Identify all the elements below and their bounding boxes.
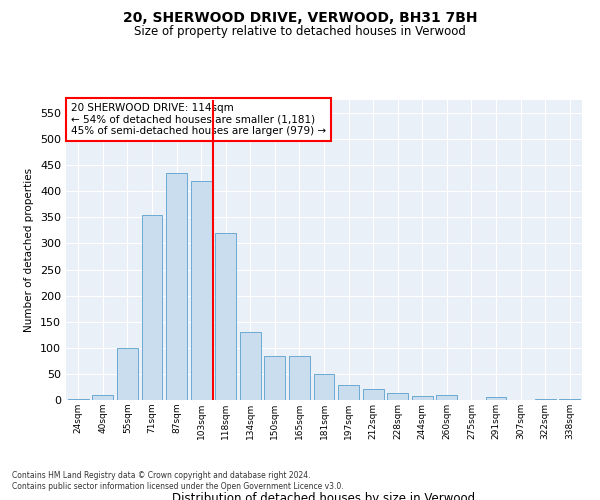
X-axis label: Distribution of detached houses by size in Verwood: Distribution of detached houses by size …: [172, 492, 476, 500]
Bar: [559, 399, 580, 400]
Bar: [117, 348, 138, 400]
Bar: [289, 356, 310, 400]
Bar: [436, 395, 457, 400]
Bar: [215, 233, 236, 400]
Text: Contains HM Land Registry data © Crown copyright and database right 2024.: Contains HM Land Registry data © Crown c…: [12, 471, 311, 480]
Bar: [412, 396, 433, 400]
Bar: [362, 388, 383, 400]
Bar: [142, 215, 163, 400]
Bar: [166, 173, 187, 400]
Bar: [387, 392, 408, 400]
Bar: [240, 332, 261, 400]
Text: Contains public sector information licensed under the Open Government Licence v3: Contains public sector information licen…: [12, 482, 344, 491]
Text: 20, SHERWOOD DRIVE, VERWOOD, BH31 7BH: 20, SHERWOOD DRIVE, VERWOOD, BH31 7BH: [123, 11, 477, 25]
Bar: [68, 399, 89, 400]
Y-axis label: Number of detached properties: Number of detached properties: [25, 168, 34, 332]
Bar: [485, 398, 506, 400]
Text: 20 SHERWOOD DRIVE: 114sqm
← 54% of detached houses are smaller (1,181)
45% of se: 20 SHERWOOD DRIVE: 114sqm ← 54% of detac…: [71, 103, 326, 136]
Bar: [314, 374, 334, 400]
Text: Size of property relative to detached houses in Verwood: Size of property relative to detached ho…: [134, 25, 466, 38]
Bar: [535, 399, 556, 400]
Bar: [338, 386, 359, 400]
Bar: [92, 395, 113, 400]
Bar: [191, 181, 212, 400]
Bar: [265, 356, 286, 400]
